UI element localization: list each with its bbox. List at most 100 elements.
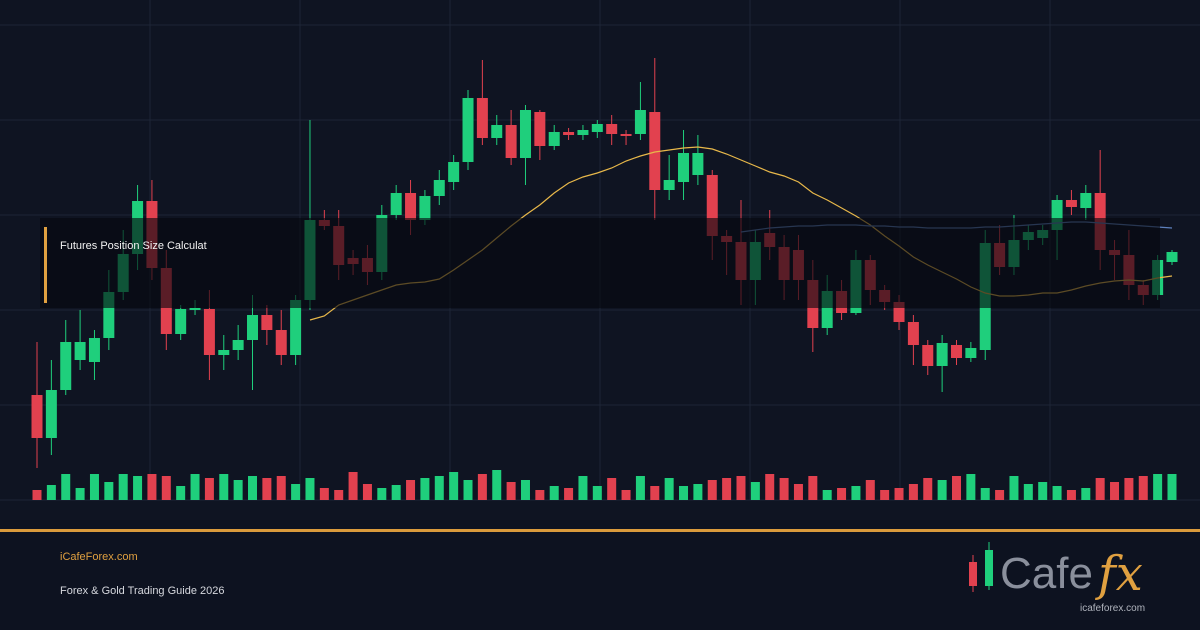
volume-bar <box>1167 474 1177 500</box>
candle-body <box>405 193 417 220</box>
volume-bar <box>707 480 717 500</box>
candle-body <box>175 309 187 334</box>
candle-body <box>577 130 589 135</box>
overlay-title: Futures Position Size Calculat <box>60 240 207 252</box>
candle-body <box>563 132 575 135</box>
volume-bar <box>406 480 416 500</box>
volume-bar <box>722 478 732 500</box>
divider <box>0 529 1200 532</box>
candle-body <box>548 132 560 146</box>
volume-bar <box>549 486 559 500</box>
volume-bar <box>506 482 516 500</box>
volume-bar <box>822 490 832 500</box>
volume-bar <box>520 480 530 500</box>
volume-bar <box>291 484 301 500</box>
volume-bar <box>46 485 56 500</box>
candle-body <box>620 134 632 136</box>
candle-body <box>462 98 474 162</box>
logo-mark: fx <box>1095 546 1143 602</box>
volume-bar <box>434 476 444 500</box>
volume-bar <box>377 488 387 500</box>
footer-subtitle: Forex & Gold Trading Guide 2026 <box>60 585 224 597</box>
candle-body <box>74 342 86 360</box>
volume-bar <box>161 476 171 500</box>
candle-body <box>907 322 919 345</box>
volume-bar <box>894 488 904 500</box>
candle-body <box>922 345 934 366</box>
volume-bar <box>1095 478 1105 500</box>
candle-body <box>591 124 603 132</box>
volume-bar <box>564 488 574 500</box>
volume-bar <box>1138 476 1148 500</box>
logo-url: icafeforex.com <box>1080 603 1145 614</box>
volume-bar <box>334 490 344 500</box>
volume-bar <box>808 476 818 500</box>
candle-body <box>419 196 431 220</box>
volume-bar <box>951 476 961 500</box>
candle-body <box>232 340 244 350</box>
volume-bar <box>1066 490 1076 500</box>
candle-body <box>1080 193 1092 208</box>
volume-bar <box>1023 484 1033 500</box>
volume-bar <box>1052 486 1062 500</box>
candle-body <box>936 343 948 366</box>
volume-bar <box>219 474 229 500</box>
candle-body <box>663 180 675 190</box>
volume-bar <box>262 478 272 500</box>
volume-bar <box>1124 478 1134 500</box>
volume-bar <box>535 490 545 500</box>
candle-body <box>505 125 517 158</box>
logo-brand: Cafe <box>1000 549 1093 598</box>
candle-body <box>45 390 57 438</box>
volume-bar <box>420 478 430 500</box>
volume-bar <box>190 474 200 500</box>
volume-bar <box>276 476 286 500</box>
volume-bar <box>607 478 617 500</box>
volume-bar <box>592 486 602 500</box>
candle-body <box>60 342 72 390</box>
volume-bar <box>449 472 459 500</box>
candle-body <box>476 98 488 138</box>
volume-bar <box>621 490 631 500</box>
volume-bar <box>793 484 803 500</box>
volume-bar <box>104 482 114 500</box>
candle-body <box>950 345 962 358</box>
volume-bar <box>1009 476 1019 500</box>
volume-bar <box>133 476 143 500</box>
candle-body <box>1166 252 1178 262</box>
candle-body <box>491 125 503 138</box>
candle-body <box>692 153 704 175</box>
volume-bar <box>118 474 128 500</box>
volume-bar <box>477 474 487 500</box>
volume-bar <box>908 484 918 500</box>
volume-bar <box>233 480 243 500</box>
volume-bar <box>779 478 789 500</box>
volume-bar <box>966 474 976 500</box>
volume-bar <box>305 478 315 500</box>
volume-bar <box>765 474 775 500</box>
candle-body <box>31 395 43 438</box>
volume-bar <box>937 480 947 500</box>
candle-body <box>893 302 905 322</box>
candle-body <box>390 193 402 215</box>
candle-body <box>290 300 302 355</box>
volume-bar <box>923 478 933 500</box>
volume-bar <box>204 478 214 500</box>
candle-body <box>247 315 259 340</box>
volume-bar <box>319 488 329 500</box>
volume-bar <box>635 476 645 500</box>
candle-body <box>821 291 833 328</box>
volume-bar <box>980 488 990 500</box>
volume-bar <box>463 480 473 500</box>
candle-body <box>189 308 201 310</box>
candle-body <box>965 348 977 358</box>
volume-bar <box>32 490 42 500</box>
candle-body <box>88 338 100 362</box>
volume-bar <box>75 488 85 500</box>
volume-bar <box>248 476 258 500</box>
volume-bar <box>176 486 186 500</box>
volume-bar <box>89 474 99 500</box>
overlay-band <box>40 218 1160 308</box>
volume-bar <box>147 474 157 500</box>
